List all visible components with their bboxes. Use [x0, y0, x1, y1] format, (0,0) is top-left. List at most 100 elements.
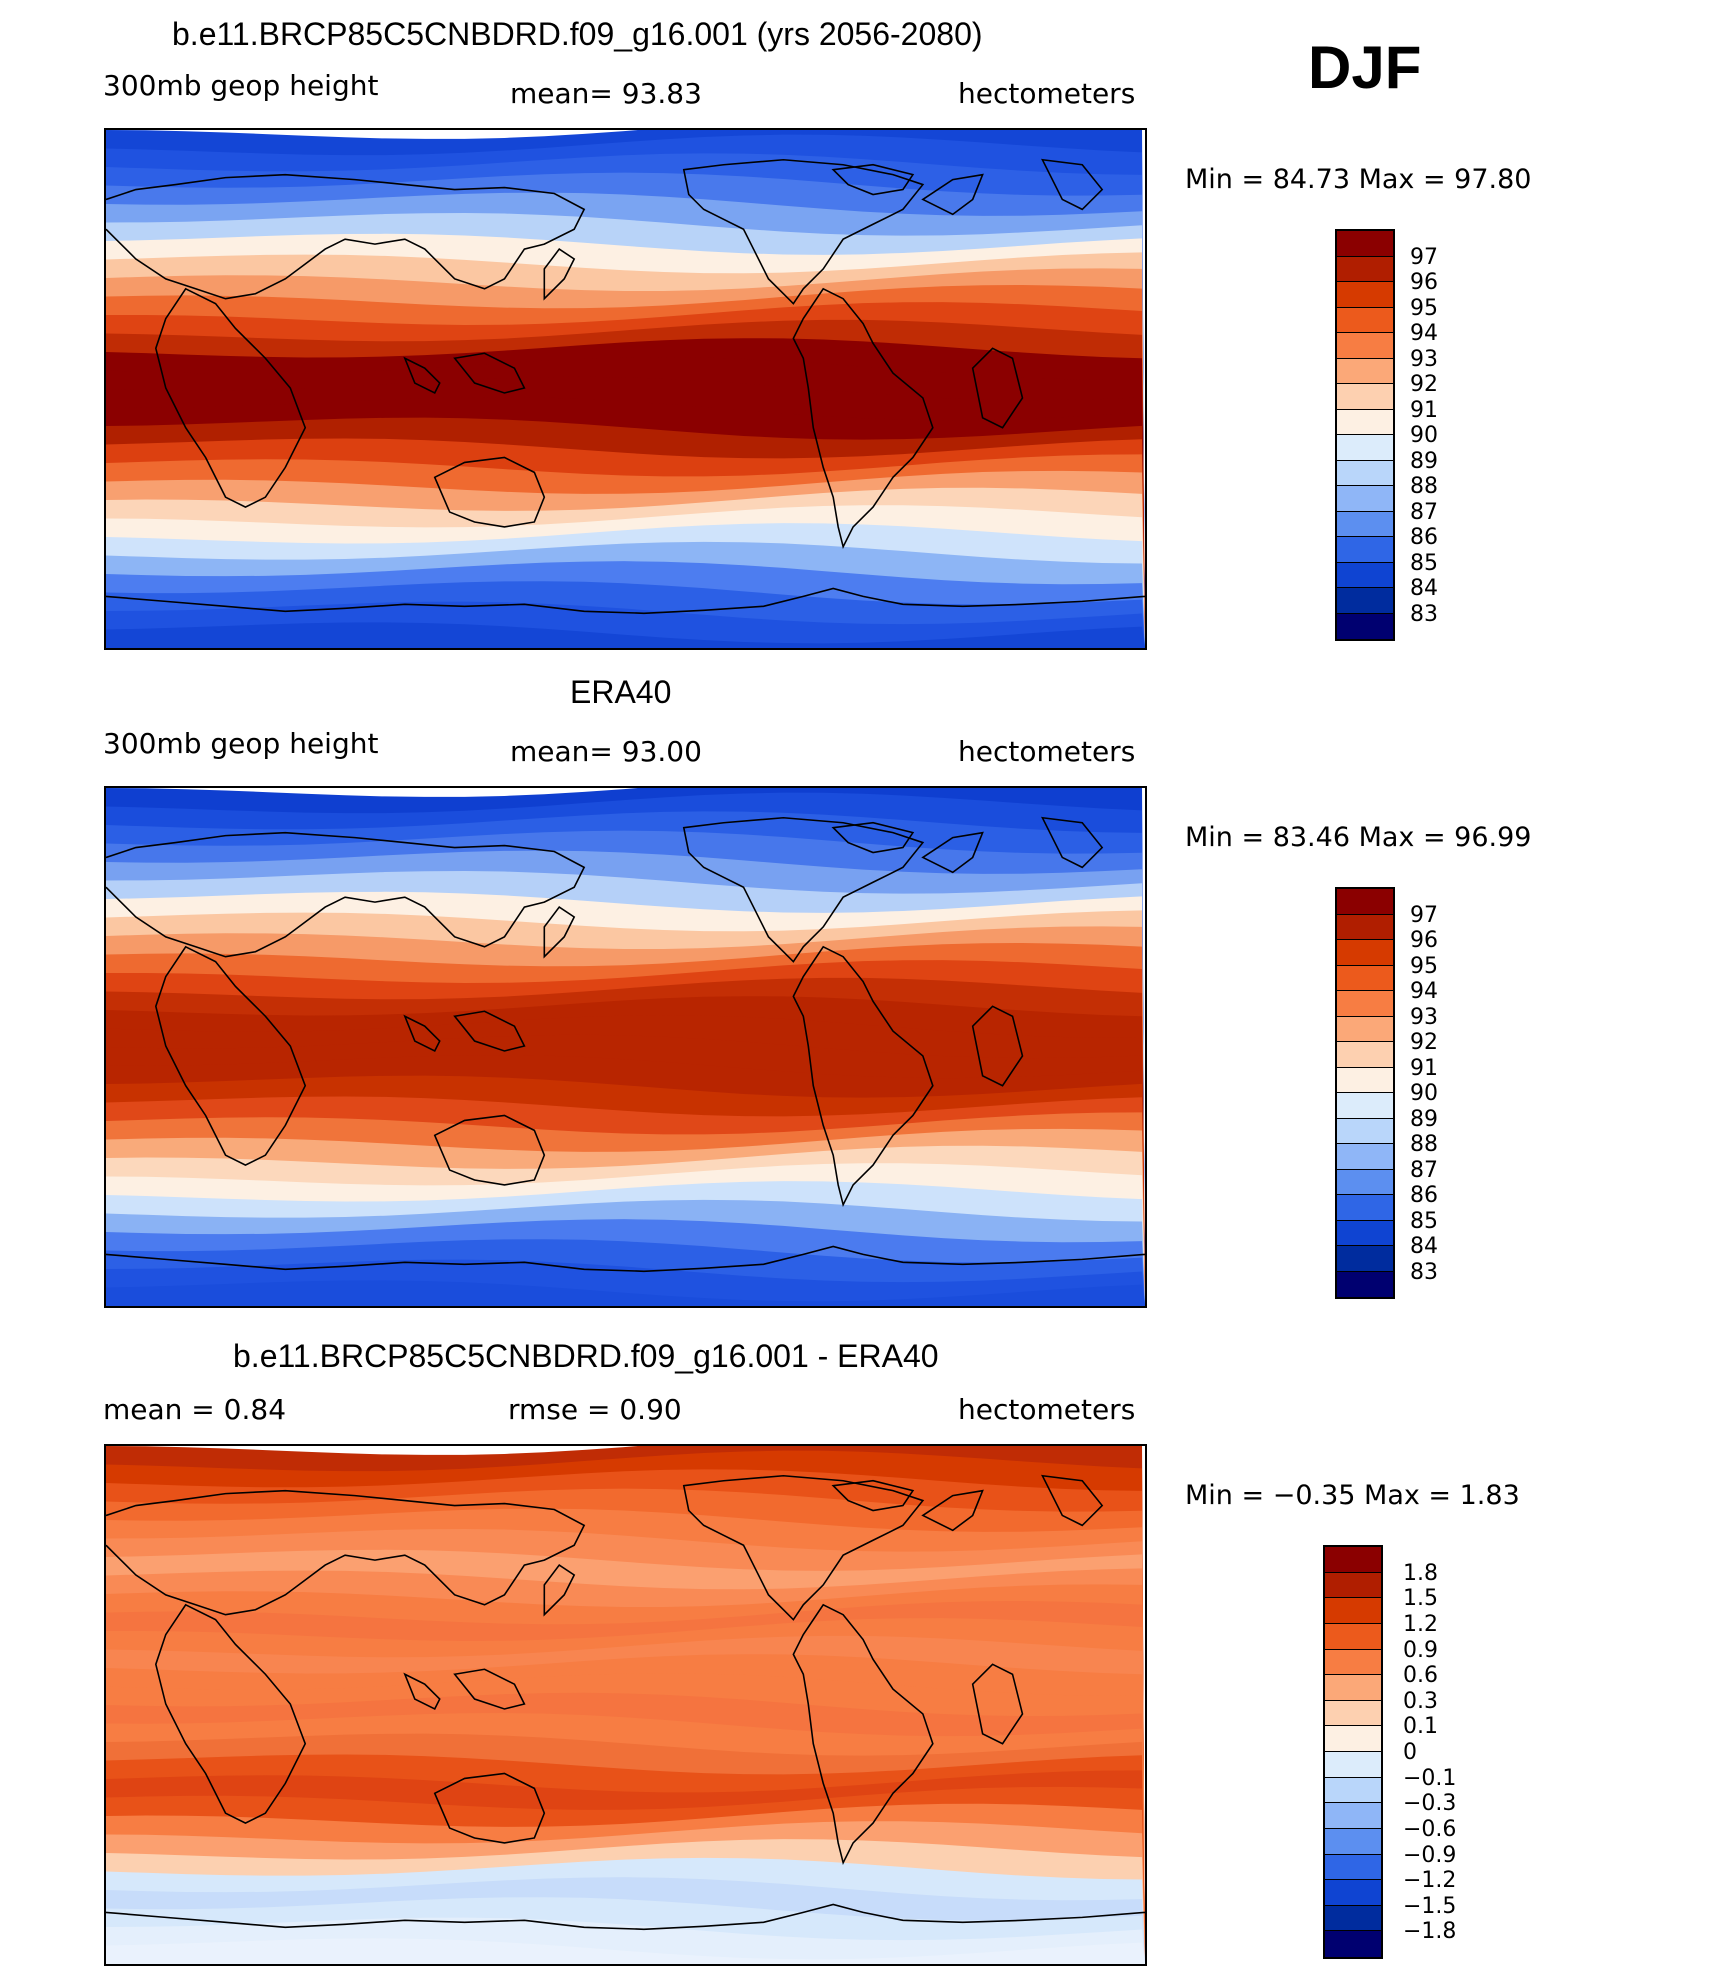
colorbar-swatch	[1325, 1905, 1381, 1932]
colorbar-swatch	[1337, 1195, 1393, 1221]
colorbar-label: −0.1	[1403, 1765, 1457, 1791]
panel1-coastlines	[106, 158, 1145, 615]
colorbar-swatch	[1337, 1144, 1393, 1170]
colorbar-label: 95	[1410, 295, 1438, 321]
colorbar-label: 87	[1410, 499, 1438, 525]
coastline	[682, 1474, 925, 1621]
colorbar-swatch	[1325, 1828, 1381, 1855]
colorbar-label: 94	[1410, 321, 1438, 346]
colorbar-swatch	[1337, 1246, 1393, 1272]
colorbar-label: −1.5	[1403, 1893, 1457, 1919]
panel3-title: b.e11.BRCP85C5CNBDRD.f09_g16.001 - ERA40	[233, 1338, 939, 1374]
colorbar-label: 89	[1410, 1106, 1438, 1132]
colorbar-swatch	[1337, 409, 1393, 435]
colorbar-swatch	[1325, 1752, 1381, 1778]
colorbar-label: 88	[1410, 474, 1438, 499]
colorbar-swatch	[1325, 1675, 1381, 1701]
colorbar-swatch	[1325, 1547, 1381, 1573]
colorbar-swatch	[1337, 460, 1393, 486]
colorbar-swatch	[1337, 914, 1393, 940]
colorbar-label: 0	[1403, 1740, 1417, 1765]
panel2-map	[104, 786, 1147, 1308]
coastline	[1041, 1474, 1104, 1527]
panel2-variable-label: 300mb geop height	[103, 727, 379, 760]
colorbar-swatch	[1325, 1572, 1381, 1599]
colorbar-swatch	[1337, 1042, 1393, 1068]
coastline	[792, 1603, 934, 1866]
colorbar-swatch	[1325, 1649, 1381, 1676]
colorbar-swatch	[1337, 1118, 1393, 1144]
coastline	[682, 158, 925, 305]
colorbar-swatch	[1325, 1931, 1381, 1957]
panel2-colorbar	[1335, 887, 1395, 1299]
panel2-title: ERA40	[570, 674, 672, 710]
colorbar-label: −1.2	[1403, 1868, 1457, 1894]
colorbar-swatch	[1325, 1803, 1381, 1829]
panel3-colorbar	[1323, 1545, 1383, 1959]
colorbar-label: 0.3	[1403, 1688, 1438, 1714]
panel3-coastlines	[106, 1474, 1145, 1931]
colorbar-label: 94	[1410, 979, 1438, 1004]
coastline	[831, 821, 915, 854]
coastline	[921, 831, 984, 874]
colorbar-swatch	[1337, 613, 1393, 639]
coastline	[453, 1010, 526, 1052]
coastline	[831, 1479, 915, 1512]
colorbar-label: 86	[1410, 525, 1438, 550]
colorbar-swatch	[1325, 1726, 1381, 1752]
coastline	[154, 945, 307, 1166]
panel3-map	[104, 1444, 1147, 1966]
colorbar-swatch	[1337, 991, 1393, 1017]
coastline	[433, 1772, 546, 1844]
colorbar-swatch	[1325, 1623, 1381, 1650]
colorbar-label: 91	[1410, 397, 1438, 423]
contour-band	[106, 1938, 1145, 1964]
colorbar-label: 83	[1410, 601, 1438, 627]
colorbar-label: 95	[1410, 953, 1438, 979]
colorbar-swatch	[1337, 307, 1393, 333]
coastline	[971, 1005, 1024, 1087]
coastline	[543, 248, 576, 301]
colorbar-swatch	[1337, 486, 1393, 512]
coastline	[921, 1489, 984, 1532]
colorbar-label: 1.8	[1403, 1560, 1438, 1586]
colorbar-label: 91	[1410, 1055, 1438, 1081]
colorbar-label: 92	[1410, 372, 1438, 397]
colorbar-swatch	[1337, 511, 1393, 537]
colorbar-swatch	[1325, 1880, 1381, 1906]
panel3-units-label: hectometers	[958, 1393, 1136, 1426]
colorbar-label: 1.2	[1403, 1611, 1438, 1637]
colorbar-label: 92	[1410, 1030, 1438, 1055]
colorbar-swatch	[1337, 1271, 1393, 1297]
coastline	[106, 173, 586, 300]
panel1-map	[104, 128, 1147, 650]
coastline	[403, 1672, 441, 1711]
coastline	[453, 352, 526, 394]
colorbar-label: −0.6	[1403, 1816, 1457, 1842]
colorbar-label: 0.6	[1403, 1663, 1438, 1689]
colorbar-label: 0.9	[1403, 1637, 1438, 1663]
colorbar-label: 93	[1410, 346, 1438, 372]
season-label: DJF	[1308, 34, 1422, 101]
coastline	[106, 1489, 586, 1616]
coastline	[106, 1245, 1145, 1273]
colorbar-swatch	[1337, 435, 1393, 461]
colorbar-swatch	[1325, 1854, 1381, 1881]
colorbar-swatch	[1325, 1700, 1381, 1727]
coastline	[792, 287, 934, 550]
coastline	[971, 347, 1024, 429]
colorbar-swatch	[1337, 537, 1393, 563]
colorbar-label: 97	[1410, 902, 1438, 928]
colorbar-label: 85	[1410, 550, 1438, 576]
panel1-minmax: Min = 84.73 Max = 97.80	[1185, 164, 1532, 195]
coastline	[1041, 816, 1104, 869]
colorbar-swatch	[1337, 1093, 1393, 1119]
coastline	[921, 173, 984, 216]
coastline	[1041, 158, 1104, 211]
colorbar-swatch	[1337, 1067, 1393, 1093]
colorbar-label: 85	[1410, 1208, 1438, 1234]
panel1-units-label: hectometers	[958, 77, 1136, 110]
colorbar-label: 90	[1410, 1081, 1438, 1106]
coastline	[682, 816, 925, 963]
colorbar-swatch	[1337, 1220, 1393, 1246]
